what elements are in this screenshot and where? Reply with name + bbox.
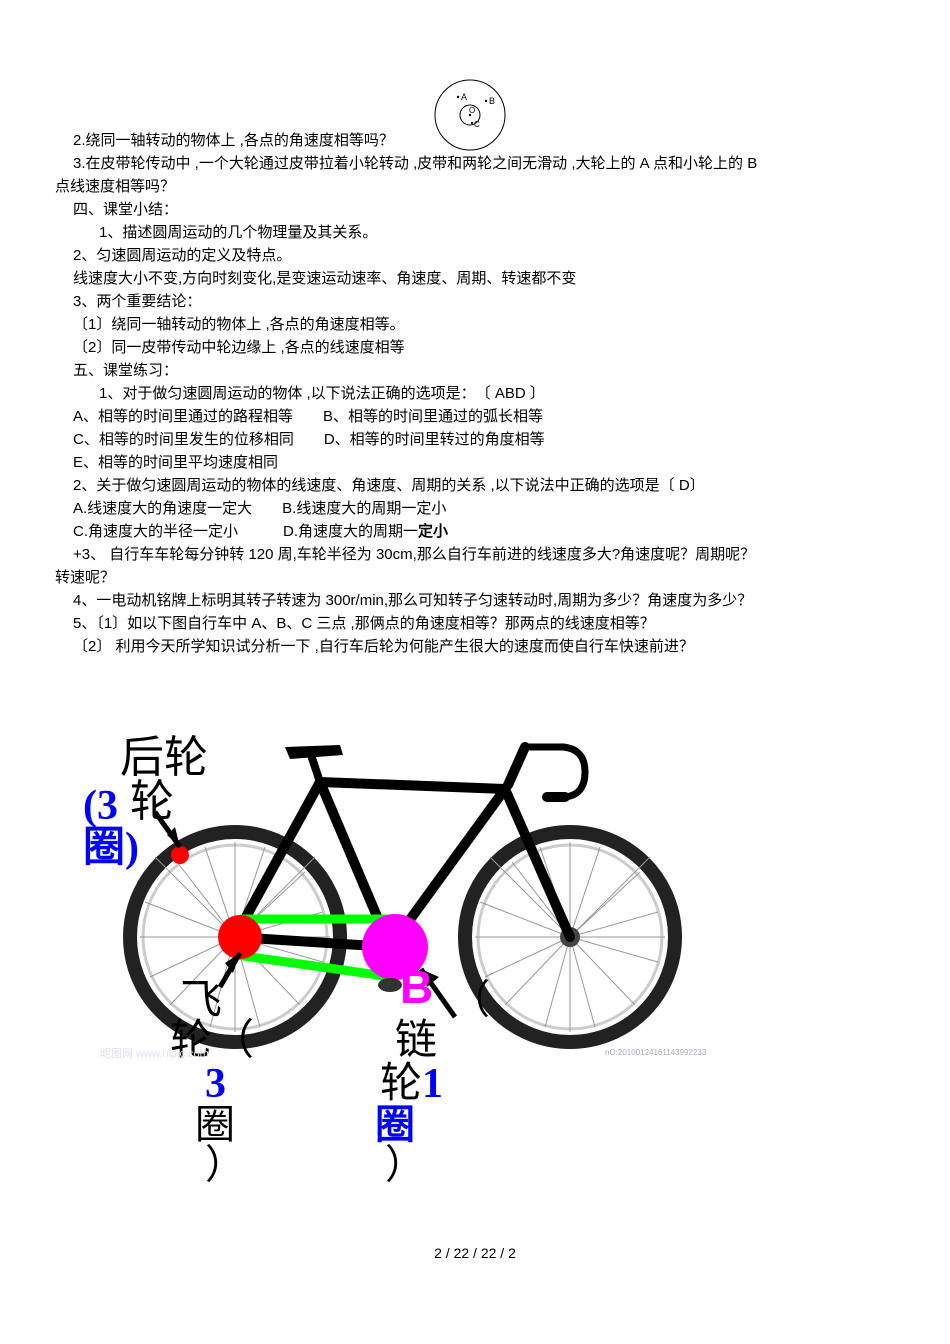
s4-item3: 3、两个重要结论： [55, 291, 895, 312]
s4-item1: 1、描述圆周运动的几个物理量及其关系。 [55, 222, 895, 243]
section4-title: 四、课堂小结： [55, 199, 895, 220]
s4-sub1: 〔1〕绕同一轴转动的物体上 ,各点的角速度相等。 [55, 314, 895, 335]
s4-sub2: 〔2〕同一皮带传动中轮边缘上 ,各点的线速度相等 [55, 337, 895, 358]
label-a: A [461, 92, 467, 102]
label-b: B [489, 96, 495, 106]
label-quan-close: 圈) [83, 819, 139, 878]
page-footer: 2 / 22 / 22 / 2 [434, 1244, 516, 1264]
section5-title: 五、课堂练习： [55, 360, 895, 381]
s4-item2: 2、匀速圆周运动的定义及特点。 [55, 245, 895, 266]
label-close1: ） [205, 1137, 245, 1193]
ex1-cd: C、相等的时间里发生的位移相同 D、相等的时间里转过的角度相等 [55, 429, 895, 450]
ex5-2: 〔2〕 利用今天所学知识试分析一下 ,自行车后轮为何能产生很大的速度而使自行车快… [55, 636, 895, 657]
label-close2: ） [385, 1137, 425, 1193]
ex3: +3、 自行车车轮每分钟转 120 周,车轮半径为 30cm,那么自行车前进的线… [55, 544, 895, 565]
q3-line2: 点线速度相等吗？ [55, 176, 895, 197]
label-c: C [474, 120, 480, 129]
main-content: 2.绕同一轴转动的物体上 ,各点的角速度相等吗？ 3.在皮带轮传动中 ,一个大轮… [55, 130, 895, 657]
label-o: O [469, 106, 475, 115]
ex2: 2、关于做匀速圆周运动的物体的线速度、角速度、周期的关系 ,以下说法中正确的选项… [55, 475, 895, 496]
rear-cog [218, 915, 262, 959]
ex1: 1、对于做匀速圆周运动的物体 ,以下说法正确的选项是： 〔 ABD 〕 [55, 383, 895, 404]
ex1-ab: A、相等的时间里通过的路程相等 B、相等的时间里通过的弧长相等 [55, 406, 895, 427]
point-c-dot [171, 846, 189, 864]
ex2-ab: A.线速度大的角速度一定大 B.线速度大的周期一定小 [55, 498, 895, 519]
s4-desc: 线速度大小不变,方向时刻变化,是变速运动速率、角速度、周期、转速都不变 [55, 268, 895, 289]
ex5-1: 5、〔1〕如以下图自行车中 A、B、C 三点 ,那俩点的角速度相等？那两点的线速… [55, 613, 895, 634]
label-paren2: （ [450, 972, 490, 1028]
ex2-cd: C.角速度大的半径一定小 D.角速度大的周期一定小 [55, 521, 895, 542]
ex1-e: E、相等的时间里平均速度相同 [55, 452, 895, 473]
watermark-left: 昵图网 www.nipic.com [100, 1047, 209, 1062]
bike-seat [285, 745, 343, 782]
bicycle-diagram: 后轮 (3 轮 圈) 飞 轮（ 3 圈 ） B （ 链 轮1 圈 ） 昵图网 w… [55, 687, 695, 1207]
concentric-circles-diagram: A B O C [430, 75, 510, 161]
pedal [378, 978, 402, 992]
label-B: B [400, 955, 433, 1019]
ex3-cont: 转速呢？ [55, 567, 895, 588]
bike-handlebar [525, 747, 585, 797]
watermark-right: nO:20100124161143992233 [605, 1047, 706, 1058]
ex4: 4、一电动机铭牌上标明其转子转速为 300r/min,那么可知转子匀速转动时,周… [55, 590, 895, 611]
